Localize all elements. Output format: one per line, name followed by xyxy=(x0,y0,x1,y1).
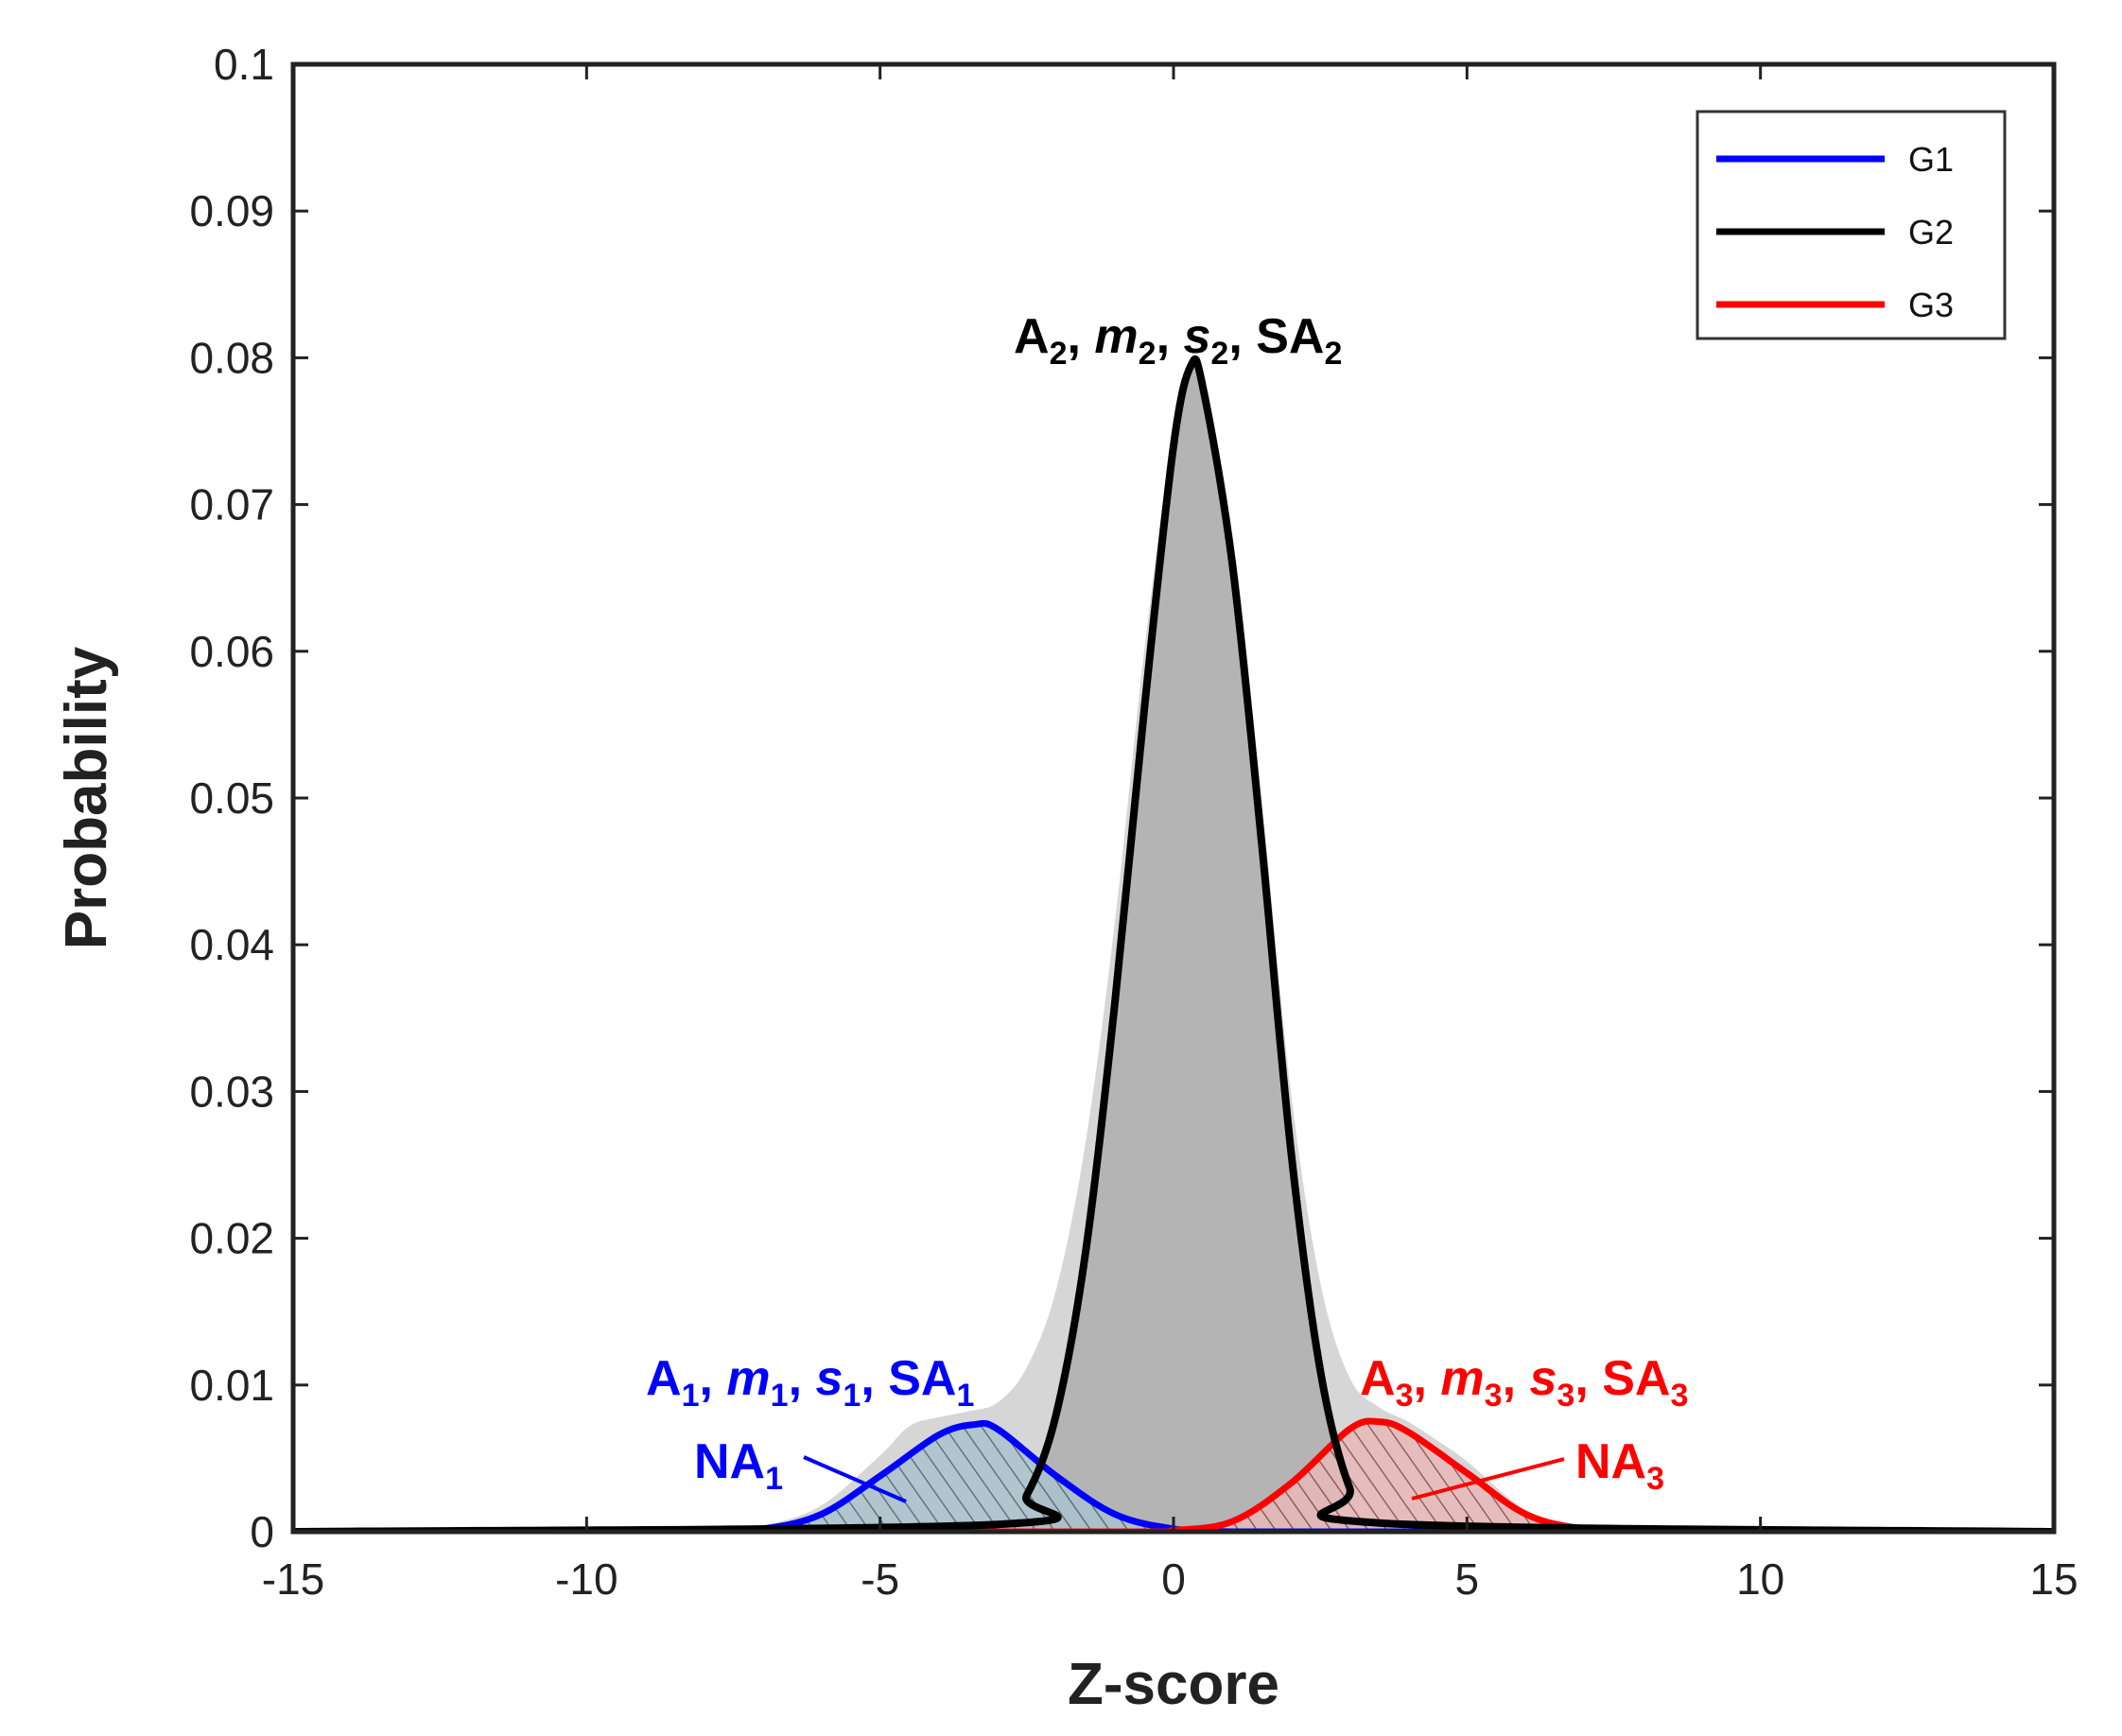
series-line-g1 xyxy=(691,1419,1655,1532)
y-tick-label: 0.02 xyxy=(189,1214,274,1263)
na1-pointer xyxy=(803,1455,907,1503)
y-tick-labels: 0 0.01 0.02 0.03 0.04 0.05 0.06 0.07 0.08 0.09 0.1 xyxy=(189,40,274,1556)
annotation-na3: NA3 xyxy=(1575,1434,1664,1497)
y-axis-title: Probability xyxy=(54,646,119,949)
y-tick-label: 0 xyxy=(250,1507,274,1556)
legend-label-g2: G2 xyxy=(1908,213,1954,252)
x-tick-label: -15 xyxy=(262,1554,324,1604)
y-tick-label: 0.01 xyxy=(189,1361,274,1410)
legend-box xyxy=(1696,110,2007,340)
x-tick-label: 15 xyxy=(2029,1554,2078,1604)
axis-ticks xyxy=(291,62,2056,1534)
y-tick-label: 0.03 xyxy=(189,1067,274,1116)
y-tick-label: 0.1 xyxy=(214,40,274,89)
legend: G1 G2 G3 xyxy=(1696,110,2007,340)
y-tick-label: 0.06 xyxy=(189,627,274,676)
annotation-g1-params: A1, m1, s1, SA1 xyxy=(646,1351,974,1414)
legend-label-g1: G1 xyxy=(1908,140,1954,179)
na3-pointer xyxy=(1411,1457,1565,1501)
legend-label-g3: G3 xyxy=(1908,286,1954,324)
g2-fill xyxy=(293,358,2054,1532)
y-tick-label: 0.05 xyxy=(189,773,274,823)
annotation-g3-params: A3, m3, s3, SA3 xyxy=(1360,1351,1688,1414)
x-tick-label: 0 xyxy=(1161,1554,1186,1604)
x-tick-label: -10 xyxy=(555,1554,617,1604)
x-tick-labels: -15 -10 -5 0 5 10 15 xyxy=(262,1554,2079,1604)
y-tick-label: 0.07 xyxy=(189,480,274,529)
annotation-na1: NA1 xyxy=(694,1434,783,1497)
plot-frame xyxy=(290,61,2057,1535)
y-tick-label: 0.04 xyxy=(189,920,274,969)
g1-hatched-fill xyxy=(692,1423,1655,1532)
annotation-g2-params: A2, m2, s2, SA2 xyxy=(1014,309,1342,372)
y-tick-label: 0.08 xyxy=(189,333,274,382)
x-axis-title: Z-score xyxy=(1068,1652,1279,1717)
x-tick-label: 10 xyxy=(1736,1554,1784,1604)
y-tick-label: 0.09 xyxy=(189,186,274,235)
series-line-g2 xyxy=(293,355,2054,1532)
x-tick-label: -5 xyxy=(861,1554,899,1604)
x-tick-label: 5 xyxy=(1455,1554,1480,1604)
